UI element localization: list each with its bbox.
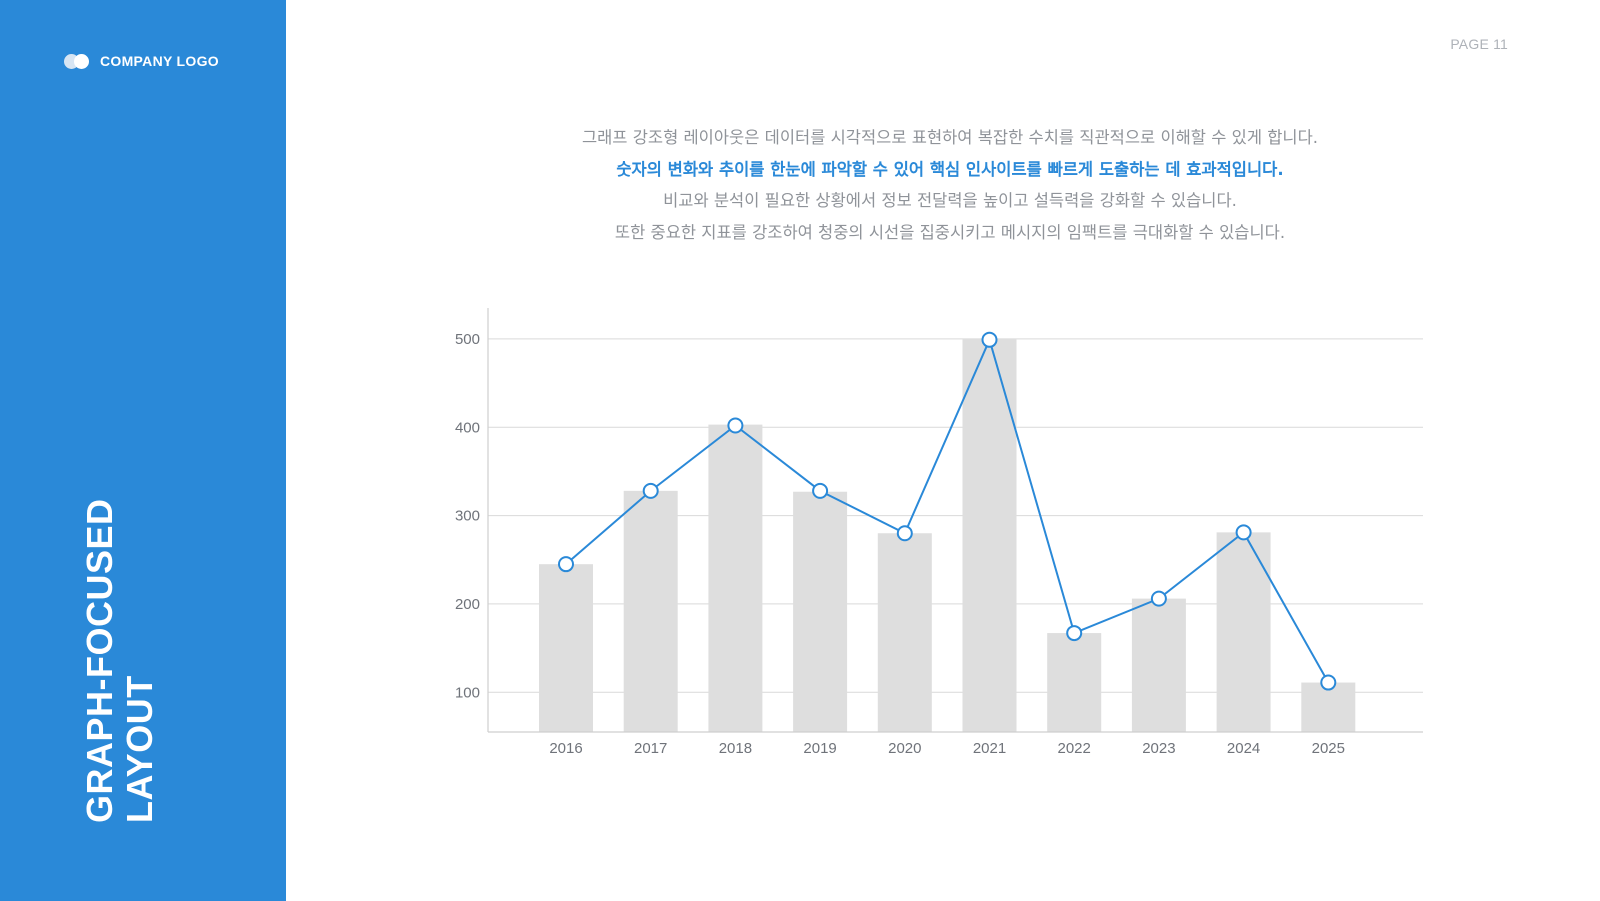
x-tick-label-2018: 2018	[719, 740, 752, 757]
point-2024	[1235, 524, 1252, 541]
bar-2022	[1047, 633, 1102, 732]
intro-line-1: 그래프 강조형 레이아웃은 데이터를 시각적으로 표현하여 복잡한 수치를 직관…	[581, 128, 1319, 147]
intro-line-3: 비교와 분석이 필요한 상황에서 정보 전달력을 높이고 설득력을 강화할 수 …	[663, 191, 1237, 210]
tick-labels: 100 200 300 400 500 2016 2017 2018 2019 2020 2021 2…	[455, 331, 1345, 757]
bars	[539, 338, 1356, 732]
trend-line	[558, 331, 1337, 691]
bar-2023	[1131, 598, 1186, 732]
x-tick-label-2024: 2024	[1227, 740, 1260, 757]
point-2025	[1320, 674, 1337, 691]
x-tick-label-2023: 2023	[1142, 740, 1175, 757]
slide-title: GRAPH-FOCUSED LAYOUT	[79, 383, 200, 823]
y-tick-label-500: 500	[455, 331, 480, 348]
y-tick-label-400: 400	[455, 419, 480, 436]
intro-line-2-highlight: 숫자의 변화와 추이를 한눈에 파악할 수 있어 핵심 인사이트를 빠르게 도출…	[616, 159, 1284, 179]
bar-2016	[539, 564, 593, 732]
logo-text: COMPANY LOGO	[100, 53, 219, 69]
x-tick-label-2021: 2021	[973, 740, 1006, 757]
x-tick-label-2016: 2016	[549, 740, 582, 757]
bar-2018	[708, 424, 763, 732]
x-tick-label-2022: 2022	[1058, 740, 1091, 757]
point-2023	[1150, 590, 1167, 607]
combo-chart: 100 200 300 400 500 2016 2017 2018 2019 2020 2021 2…	[430, 300, 1470, 780]
bar-2024	[1216, 532, 1271, 732]
company-logo: COMPANY LOGO	[62, 52, 219, 70]
axes	[487, 308, 1423, 733]
sidebar: COMPANY LOGO GRAPH-FOCUSED LAYOUT	[0, 0, 286, 901]
x-tick-label-2019: 2019	[803, 740, 836, 757]
bar-2025	[1301, 682, 1356, 732]
bar-2017	[623, 490, 678, 732]
x-tick-label-2025: 2025	[1312, 740, 1345, 757]
slide-title-line2: LAYOUT	[119, 675, 160, 823]
slide-title-line1: GRAPH-FOCUSED	[79, 498, 120, 823]
point-2019	[812, 482, 829, 499]
point-2022	[1066, 625, 1083, 642]
y-tick-label-300: 300	[455, 508, 480, 525]
bar-2019	[793, 491, 848, 732]
point-2017	[642, 482, 659, 499]
bar-2020	[877, 533, 932, 732]
y-tick-label-100: 100	[455, 684, 480, 701]
chart-svg: 100 200 300 400 500 2016 2017 2018 2019 2020 2021 2…	[455, 308, 1423, 757]
page-number: PAGE 11	[1450, 36, 1508, 52]
x-tick-label-2017: 2017	[634, 740, 667, 757]
trend-line-path	[565, 336, 1330, 684]
y-tick-label-200: 200	[455, 596, 480, 613]
point-2020	[896, 525, 913, 542]
logo-icon	[62, 52, 92, 70]
intro-text: 그래프 강조형 레이아웃은 데이터를 시각적으로 표현하여 복잡한 수치를 직관…	[470, 122, 1430, 248]
x-tick-label-2020: 2020	[888, 740, 921, 757]
bar-2021	[962, 338, 1017, 732]
point-2021	[981, 331, 998, 348]
point-2016	[558, 556, 574, 573]
point-2018	[727, 417, 744, 434]
intro-line-4: 또한 중요한 지표를 강조하여 청중의 시선을 집중시키고 메시지의 임팩트를 …	[614, 222, 1286, 242]
